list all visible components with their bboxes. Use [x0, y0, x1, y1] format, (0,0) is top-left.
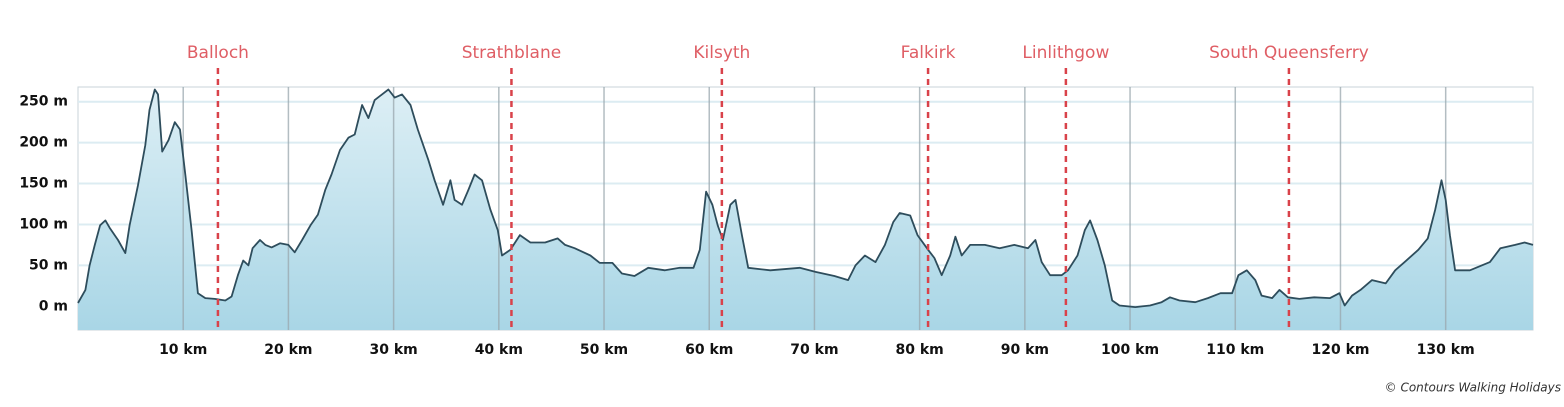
elevation-shade [78, 89, 1533, 330]
x-tick-label: 40 km [475, 342, 523, 358]
x-tick-label: 110 km [1206, 342, 1264, 358]
y-tick-label: 0 m [39, 298, 68, 314]
elevation-line [77, 88, 1534, 308]
x-tick-label: 80 km [896, 342, 944, 358]
y-tick-label: 100 m [19, 216, 68, 232]
x-tick-label: 60 km [685, 342, 733, 358]
credit: © Contours Walking Holidays [1385, 381, 1561, 395]
location-label: Strathblane [462, 43, 561, 63]
x-tick-label: 130 km [1417, 342, 1475, 358]
x-tick-label: 90 km [1001, 342, 1049, 358]
y-tick-label: 150 m [19, 176, 68, 192]
location-label: Linlithgow [1022, 43, 1109, 63]
x-tick-label: 100 km [1101, 342, 1159, 358]
location-label: Balloch [187, 43, 249, 63]
y-tick-label: 250 m [19, 94, 68, 110]
y-tick-label: 200 m [19, 135, 68, 151]
x-tick-label: 30 km [369, 342, 417, 358]
y-tick-label: 50 m [29, 257, 68, 273]
x-tick-label: 20 km [264, 342, 312, 358]
location-label: Falkirk [901, 43, 956, 63]
x-tick-label: 10 km [159, 342, 207, 358]
location-label: Kilsyth [693, 43, 750, 63]
location-label: South Queensferry [1209, 43, 1369, 63]
x-tick-label: 50 km [580, 342, 628, 358]
x-tick-label: 70 km [790, 342, 838, 358]
x-tick-label: 120 km [1311, 342, 1369, 358]
